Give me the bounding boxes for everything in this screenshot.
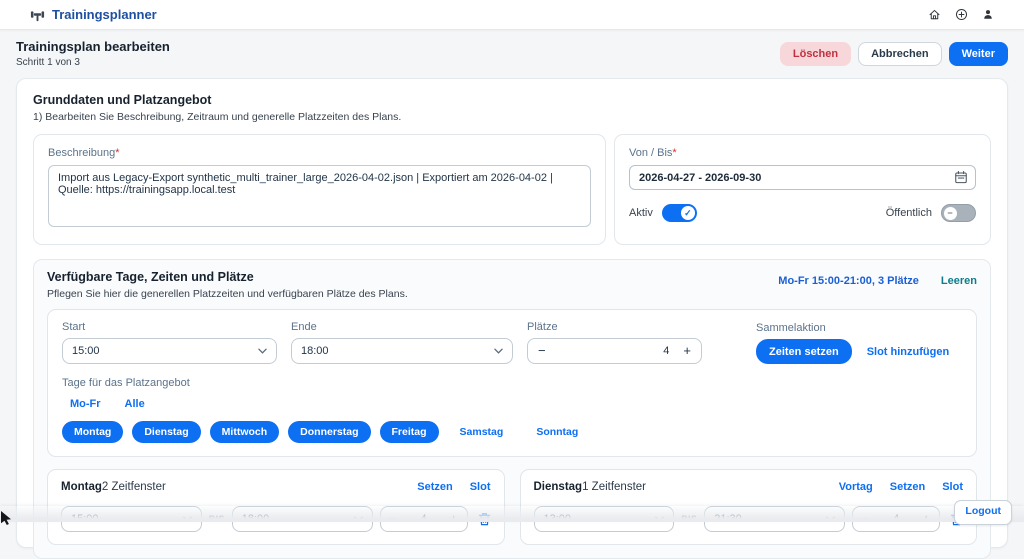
description-input[interactable]: Import aus Legacy-Export synthetic_multi… (48, 165, 591, 227)
slot-link[interactable]: Slot (942, 481, 963, 493)
home-icon[interactable] (928, 8, 941, 21)
start-label: Start (62, 321, 86, 333)
section-title: Grunddaten und Platzangebot (33, 93, 212, 107)
quick-link-alle[interactable]: Alle (124, 398, 145, 410)
day-pill-dienstag[interactable]: Dienstag (132, 421, 201, 443)
day-pill-freitag[interactable]: Freitag (379, 421, 439, 443)
end-value: 18:00 (301, 345, 329, 357)
calendar-icon[interactable] (954, 170, 968, 184)
setzen-link[interactable]: Setzen (889, 481, 926, 493)
public-toggle[interactable]: − (941, 204, 976, 222)
check-icon: ✓ (680, 206, 695, 220)
user-icon[interactable] (982, 8, 994, 21)
plus-button[interactable]: + (683, 343, 691, 358)
app-brand[interactable]: Trainingsplanner (30, 7, 157, 22)
availability-summary: Mo-Fr 15:00-21:00, 3 Plätze (778, 275, 919, 287)
minus-button[interactable]: − (538, 343, 546, 358)
app-logo-icon (30, 7, 45, 22)
cancel-button[interactable]: Abbrechen (858, 41, 942, 66)
day-pill-mittwoch[interactable]: Mittwoch (209, 421, 280, 443)
places-field: Plätze − 4 + (527, 321, 702, 364)
day-card-title: Dienstag1 Zeitfenster (533, 481, 647, 493)
set-times-button[interactable]: Zeiten setzen (756, 339, 852, 364)
period-input[interactable] (629, 165, 976, 190)
end-label: Ende (291, 321, 317, 333)
section-subtitle: 1) Bearbeiten Sie Beschreibung, Zeitraum… (33, 111, 402, 123)
setzen-link[interactable]: Setzen (417, 481, 453, 493)
day-pill-samstag[interactable]: Samstag (459, 426, 504, 438)
day-pill-sonntag[interactable]: Sonntag (536, 426, 579, 438)
delete-button[interactable]: Löschen (779, 41, 852, 66)
period-card: Von / Bis* Aktiv ✓ (614, 134, 991, 245)
public-label: Öffentlich (885, 207, 932, 219)
bottom-fade (0, 506, 1024, 522)
start-select[interactable]: 15:00 (62, 338, 277, 364)
description-card: Beschreibung* Import aus Legacy-Export s… (33, 134, 606, 245)
logout-button[interactable]: Logout (954, 500, 1012, 525)
mouse-cursor (0, 511, 12, 525)
page-toolbar: Trainingsplan bearbeiten Schritt 1 von 3… (0, 30, 1024, 78)
add-slot-link[interactable]: Slot hinzufügen (866, 345, 950, 358)
required-mark: * (672, 147, 677, 159)
start-value: 15:00 (72, 345, 100, 357)
required-mark: * (115, 147, 120, 159)
chevron-down-icon (494, 348, 503, 354)
clear-link[interactable]: Leeren (940, 275, 977, 287)
main-card: Grunddaten und Platzangebot 1) Bearbeite… (16, 78, 1008, 559)
next-button[interactable]: Weiter (948, 41, 1008, 66)
places-label: Plätze (527, 321, 558, 333)
minus-icon: − (943, 206, 957, 220)
period-label: Von / Bis* (629, 147, 677, 159)
app-header: Trainingsplanner (0, 0, 1024, 30)
days-label: Tage für das Platzangebot (62, 377, 190, 389)
day-pill-donnerstag[interactable]: Donnerstag (288, 421, 371, 443)
end-field: Ende 18:00 (291, 321, 513, 364)
page-title: Trainingsplan bearbeiten (16, 39, 170, 54)
slot-link[interactable]: Slot (469, 481, 491, 493)
active-toggle[interactable]: ✓ (661, 204, 697, 222)
app-title: Trainingsplanner (52, 7, 157, 22)
places-value: 4 (663, 345, 670, 357)
availability-title: Verfügbare Tage, Zeiten und Plätze (47, 270, 254, 284)
vortag-link[interactable]: Vortag (838, 481, 873, 493)
day-card-title: Montag2 Zeitfenster (61, 481, 166, 493)
day-pills: Montag Dienstag Mittwoch Donnerstag Frei… (62, 421, 962, 443)
bulk-label: Sammelaktion (756, 322, 826, 334)
places-stepper: − 4 + (527, 338, 702, 364)
description-label: Beschreibung* (48, 147, 120, 159)
day-pill-montag[interactable]: Montag (62, 421, 124, 443)
start-field: Start 15:00 (62, 321, 277, 364)
step-indicator: Schritt 1 von 3 (16, 57, 80, 68)
times-form-card: Start 15:00 Ende 18:00 (47, 309, 977, 457)
active-label: Aktiv (629, 207, 653, 219)
end-select[interactable]: 18:00 (291, 338, 513, 364)
bulk-actions: Sammelaktion Zeiten setzen Slot hinzufüg… (756, 322, 949, 364)
availability-subtitle: Pflegen Sie hier die generellen Platzzei… (47, 288, 408, 300)
plus-circle-icon[interactable] (955, 8, 968, 21)
chevron-down-icon (258, 348, 267, 354)
quick-link-mo-fr[interactable]: Mo-Fr (70, 398, 101, 410)
